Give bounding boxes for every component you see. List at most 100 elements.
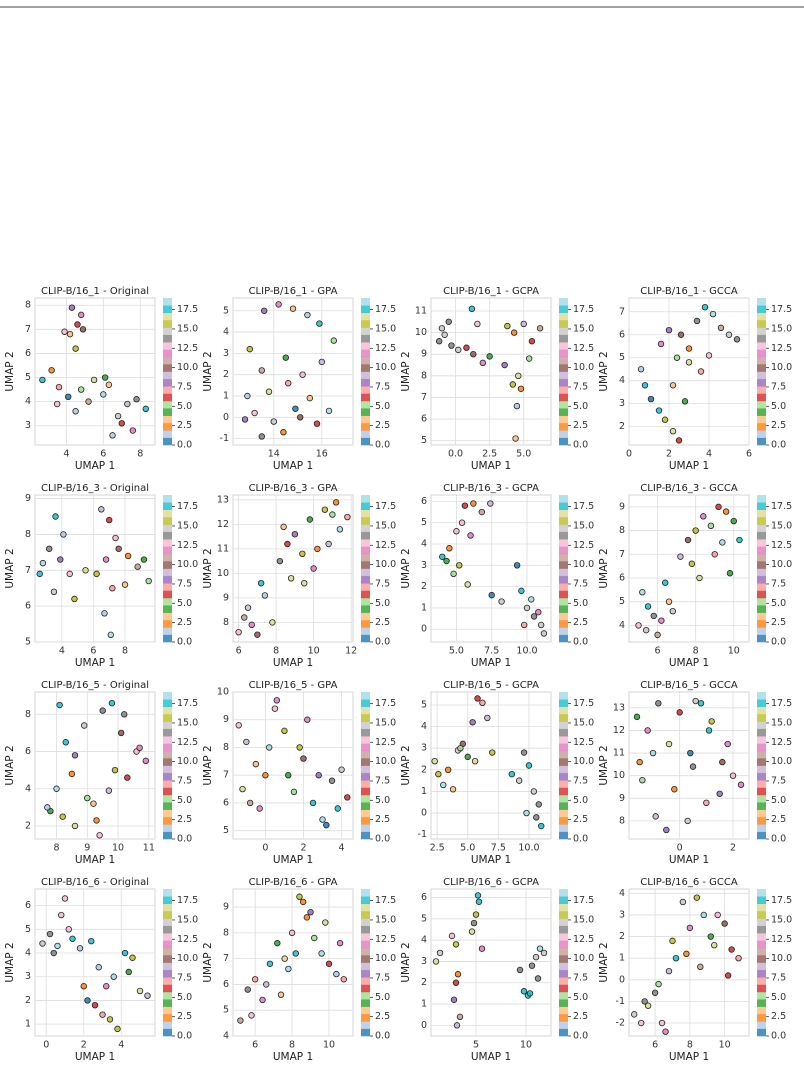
- point: [669, 428, 677, 435]
- colorbar-band: [163, 750, 172, 759]
- colorbar-band: [361, 714, 370, 722]
- colorbar-tick-label: 0.0: [375, 637, 390, 648]
- y-tick-label: 6: [619, 329, 625, 340]
- colorbar-band: [361, 984, 370, 993]
- point: [729, 772, 737, 779]
- plot-area: [628, 297, 750, 446]
- x-axis-label: UMAP 1: [471, 1051, 511, 1063]
- point: [635, 622, 642, 629]
- colorbar-tick-label: 15.0: [771, 520, 792, 531]
- point: [299, 371, 306, 378]
- point: [239, 785, 246, 793]
- x-tick-label: 6: [655, 646, 661, 657]
- colorbar-band: [757, 831, 766, 840]
- x-tick-label: 0: [626, 449, 632, 460]
- point: [266, 960, 274, 967]
- point: [248, 1012, 255, 1019]
- colorbar-band: [361, 561, 370, 569]
- point: [676, 709, 683, 716]
- y-tick-label: 6: [619, 572, 625, 583]
- point: [338, 766, 345, 773]
- point: [118, 420, 125, 427]
- point: [133, 396, 140, 403]
- plot-area: [232, 494, 354, 643]
- y-tick-label: 8: [421, 370, 427, 381]
- point: [136, 987, 144, 995]
- colorbar-band: [559, 933, 568, 941]
- point: [56, 701, 63, 709]
- point: [463, 344, 470, 351]
- x-tick-label: 11: [143, 843, 155, 854]
- point: [478, 945, 486, 952]
- y-tick-label: 13: [613, 702, 625, 713]
- colorbar-band: [163, 977, 172, 985]
- point: [730, 517, 737, 525]
- point: [513, 562, 521, 569]
- point: [336, 939, 344, 947]
- colorbar-band: [361, 1028, 370, 1037]
- point: [304, 311, 311, 319]
- colorbar-tick-label: 2.5: [771, 814, 786, 825]
- colorbar-tick-label: 10.0: [573, 362, 594, 373]
- colorbar-tick-label: 12.5: [771, 540, 792, 551]
- y-tick-label: 0: [421, 808, 427, 819]
- colorbar-band: [361, 349, 370, 358]
- colorbar-band: [559, 955, 568, 963]
- x-tick-label: 10: [112, 843, 124, 854]
- point: [435, 338, 443, 345]
- y-tick-label: 12: [217, 519, 229, 530]
- x-axis-label: UMAP 1: [471, 460, 511, 472]
- colorbar-band: [361, 787, 370, 796]
- x-axis-label: UMAP 1: [273, 657, 313, 669]
- point: [145, 577, 152, 585]
- colorbar-band: [163, 692, 172, 700]
- point: [697, 700, 705, 707]
- y-tick-label: 5: [421, 699, 427, 710]
- point: [509, 381, 517, 388]
- chart-title: CLIP-B/16_1 - GCPA: [443, 286, 539, 297]
- chart-title: CLIP-B/16_3 - GCPA: [443, 483, 539, 494]
- colorbar-band: [163, 502, 172, 510]
- point: [65, 393, 72, 401]
- colorbar-tick-label: 7.5: [375, 775, 390, 786]
- point: [538, 822, 545, 830]
- colorbar-band: [163, 386, 172, 394]
- colorbar-band: [361, 364, 370, 372]
- y-tick-label: 4: [619, 888, 625, 899]
- colorbar-band: [559, 1028, 568, 1037]
- point: [271, 705, 279, 712]
- y-axis-label: UMAP 2: [202, 351, 214, 391]
- point: [316, 320, 323, 327]
- colorbar-tick-label: 5.0: [771, 992, 786, 1003]
- colorbar-tick-label: 17.5: [771, 895, 792, 906]
- x-tick-label: 12: [345, 646, 357, 657]
- point: [318, 950, 325, 957]
- colorbar-tick-label: 12.5: [771, 934, 792, 945]
- colorbar-band: [559, 386, 568, 394]
- point: [303, 914, 311, 921]
- colorbar-tick-label: 0.0: [375, 834, 390, 845]
- y-tick-label: 4: [619, 620, 625, 631]
- colorbar-tick-label: 0.0: [375, 1031, 390, 1042]
- colorbar-band: [757, 612, 766, 621]
- point: [93, 817, 100, 824]
- colorbar-band: [559, 305, 568, 313]
- y-tick-label: 9: [223, 902, 229, 913]
- colorbar-tick-label: 2.5: [573, 420, 588, 431]
- point: [504, 322, 511, 330]
- point: [258, 367, 265, 374]
- colorbar-band: [757, 371, 766, 380]
- colorbar-band: [163, 553, 172, 562]
- colorbar-tick-label: 15.0: [375, 323, 396, 334]
- colorbar-tick-label: 12.5: [375, 934, 396, 945]
- point: [452, 979, 460, 986]
- chart-title: CLIP-B/16_3 - Original: [41, 483, 149, 494]
- y-tick-label: 3: [25, 971, 31, 982]
- y-tick-label: 4: [223, 327, 229, 338]
- colorbar-band: [361, 794, 370, 803]
- point: [508, 770, 516, 778]
- colorbar-band: [361, 824, 370, 832]
- y-tick-label: 7: [619, 306, 625, 317]
- x-tick-label: 2: [730, 843, 736, 854]
- colorbar-band: [559, 524, 568, 533]
